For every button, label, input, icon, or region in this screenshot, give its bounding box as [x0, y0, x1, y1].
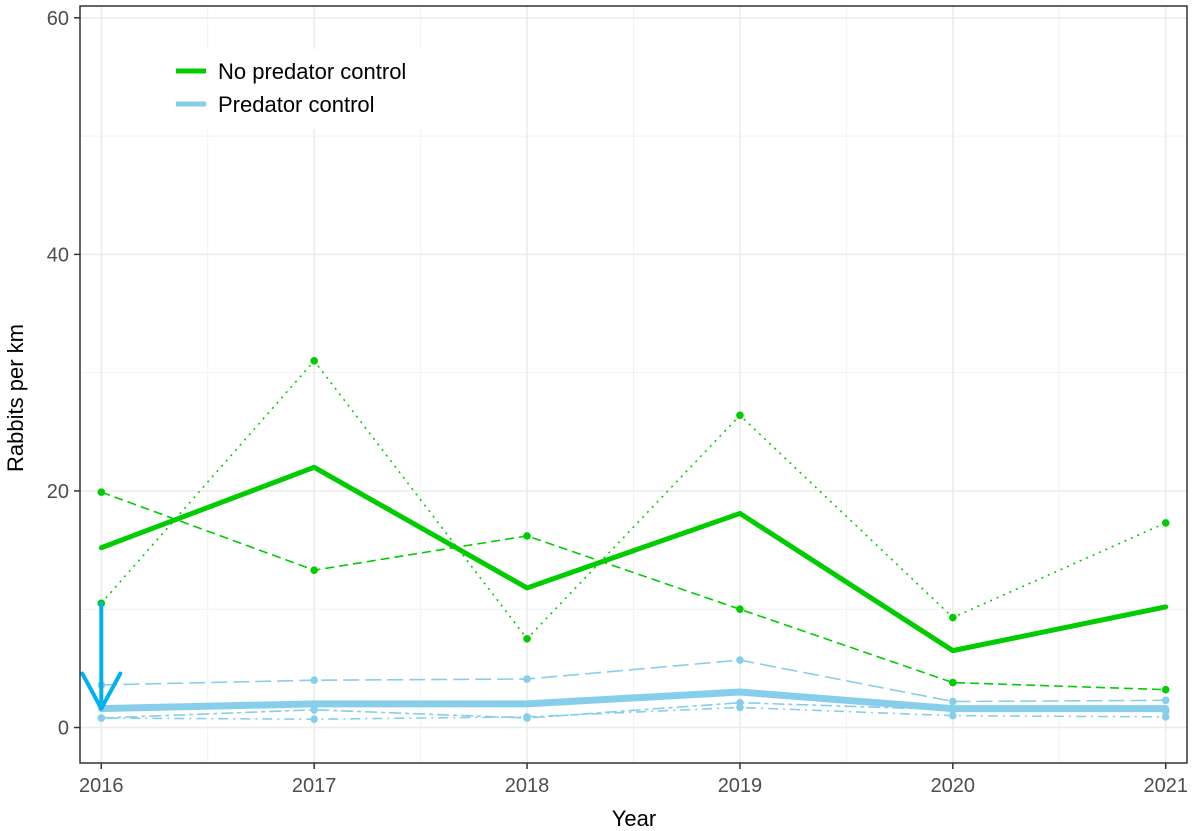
plot-panel-border	[79, 5, 1188, 764]
data-point	[523, 675, 531, 683]
data-point	[736, 605, 744, 614]
y-tick-label: 60	[47, 8, 69, 30]
annotation-arrow	[80, 601, 123, 711]
annotation-layer	[80, 601, 123, 711]
data-point	[310, 676, 318, 685]
series-line	[100, 360, 1167, 640]
y-axis-ticks: 0 20 40 60	[47, 8, 80, 740]
y-tick-label: 40	[47, 244, 69, 266]
data-point	[1161, 685, 1170, 694]
series-mean-no-predator-control	[98, 464, 1169, 654]
x-axis-title: Year	[612, 806, 656, 831]
data-point	[1161, 713, 1170, 721]
data-point	[97, 488, 106, 496]
data-point	[949, 711, 957, 720]
legend-item-predator-control: Predator control	[176, 92, 375, 117]
x-tick-label: 2019	[718, 775, 763, 797]
data-point	[1161, 696, 1170, 705]
series-line	[101, 659, 1166, 703]
data-point	[310, 357, 318, 365]
data-point	[523, 532, 531, 540]
legend-background	[162, 49, 432, 129]
y-tick-label: 20	[47, 481, 69, 503]
legend-label-predator-control: Predator control	[218, 92, 375, 117]
data-point	[949, 697, 957, 706]
series-site-no-predator-control	[97, 488, 1170, 694]
y-axis-title: Rabbits per km	[3, 324, 28, 472]
x-tick-label: 2018	[505, 775, 550, 797]
data-point	[949, 678, 957, 687]
legend-label-no-predator-control: No predator control	[218, 59, 406, 84]
series-line	[101, 491, 1166, 691]
grid-minor	[80, 6, 1187, 763]
data-point	[523, 635, 531, 643]
series-line	[101, 706, 1166, 721]
data-point	[1161, 519, 1170, 527]
arrow-head	[80, 671, 123, 711]
data-point	[523, 714, 531, 722]
series-mean-predator-control	[97, 688, 1170, 713]
x-axis-ticks: 2016 2017 2018 2019 2020 2021	[79, 763, 1188, 797]
x-tick-label: 2017	[292, 775, 337, 797]
data-point	[949, 613, 957, 622]
x-tick-label: 2016	[79, 775, 124, 797]
data-point	[310, 715, 318, 724]
data-point	[97, 714, 106, 722]
y-tick-label: 0	[58, 718, 69, 740]
data-point	[736, 411, 744, 420]
legend: No predator control Predator control	[162, 49, 432, 129]
data-point	[736, 698, 744, 707]
legend-item-no-predator-control: No predator control	[176, 59, 406, 84]
series-line	[97, 688, 1170, 713]
series-line	[98, 464, 1169, 654]
x-tick-label: 2020	[931, 775, 976, 797]
x-tick-label: 2021	[1143, 775, 1188, 797]
data-point	[736, 656, 744, 664]
data-point	[310, 705, 318, 714]
data-point	[310, 566, 318, 575]
series-layer	[97, 357, 1170, 724]
